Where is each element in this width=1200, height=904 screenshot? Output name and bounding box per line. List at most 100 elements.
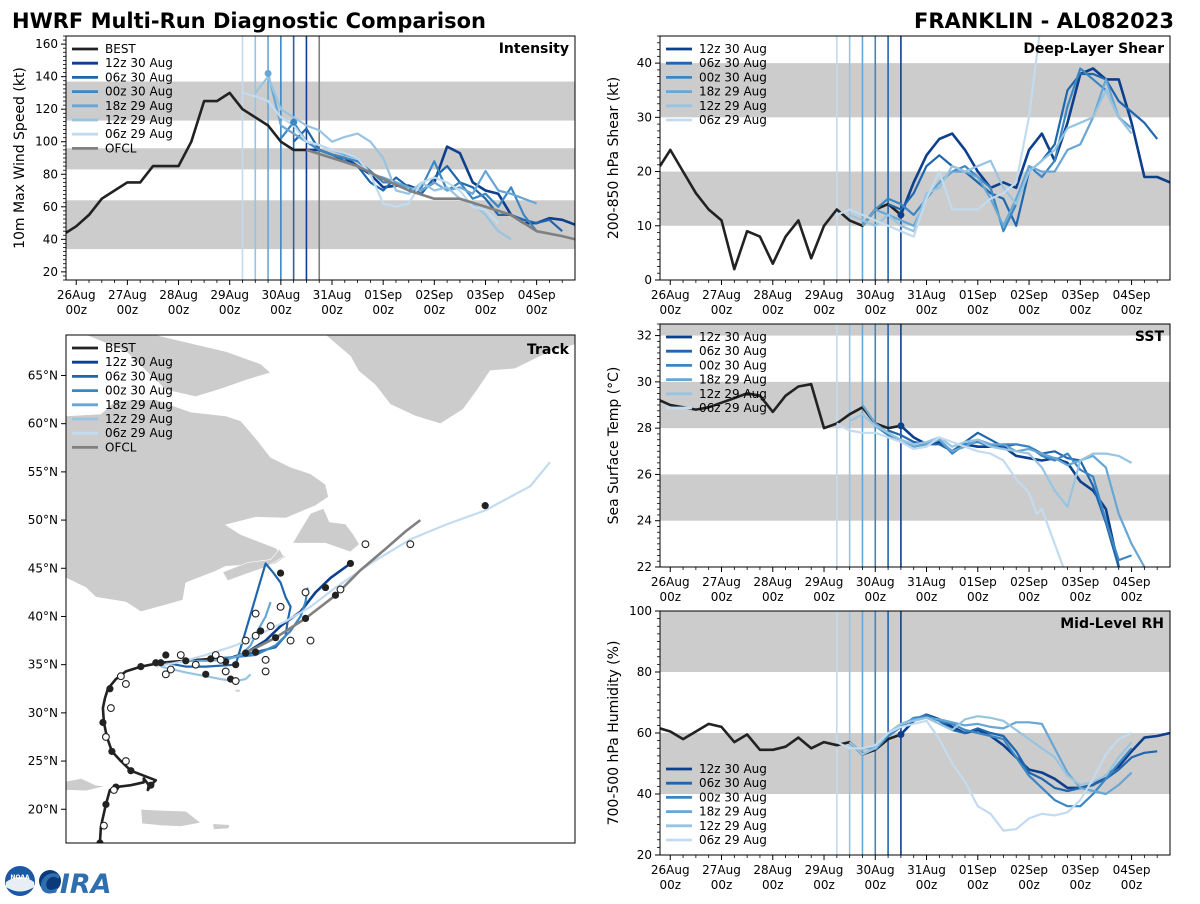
track-marker-open	[121, 757, 130, 766]
lat-tick-label: 35°N	[28, 658, 58, 672]
storm-id: FRANKLIN - AL082023	[914, 9, 1174, 33]
series-06z-29-aug	[836, 719, 1133, 832]
lat-tick-label: 60°N	[28, 417, 58, 431]
y-tick-label: 30	[637, 375, 652, 389]
track-marker-open	[286, 636, 295, 645]
x-tick-label: 30Aug	[856, 575, 895, 589]
shade-band	[660, 611, 1170, 672]
x-tick-label: 00z	[475, 303, 497, 317]
x-tick-label: 00z	[1018, 590, 1040, 604]
lat-tick-label: 65°N	[28, 368, 58, 382]
legend-label-06z-30-aug: 06z 30 Aug	[105, 369, 173, 383]
x-tick-label: 31Aug	[907, 863, 946, 877]
legend-label-06z-30-aug: 06z 30 Aug	[105, 70, 173, 84]
panel-title: Track	[527, 342, 570, 358]
y-tick-label: 100	[629, 604, 652, 618]
x-tick-label: 28Aug	[753, 575, 792, 589]
x-tick-label: 00z	[1070, 590, 1092, 604]
y-tick-label: 60	[637, 726, 652, 740]
x-tick-label: 03Sep	[1061, 288, 1099, 302]
track-marker-open	[361, 540, 370, 549]
x-tick-label: 02Sep	[1010, 863, 1048, 877]
track-marker-open	[261, 667, 270, 676]
x-tick-label: 27Aug	[702, 863, 741, 877]
x-tick-label: 00z	[864, 590, 886, 604]
legend-label-12z-29-aug: 12z 29 Aug	[699, 387, 767, 401]
x-tick-label: 29Aug	[210, 288, 249, 302]
track-marker-open	[166, 665, 175, 674]
y-tick-label: 30	[637, 110, 652, 124]
track-marker-filled	[127, 767, 135, 775]
track-marker-open	[266, 622, 275, 631]
intensity-panel: 2040608010012014016026Aug00z27Aug00z28Au…	[12, 35, 576, 317]
noaa-wave-icon	[6, 877, 34, 892]
x-tick-label: 00z	[659, 878, 681, 892]
y-tick-label: 10	[637, 219, 652, 233]
x-tick-label: 26Aug	[651, 863, 690, 877]
x-tick-label: 00z	[321, 303, 343, 317]
legend-label-12z-30-aug: 12z 30 Aug	[699, 42, 767, 56]
y-tick-label: 20	[637, 848, 652, 862]
x-tick-label: 02Sep	[1010, 575, 1048, 589]
y-tick-label: 24	[637, 514, 652, 528]
shade-band	[66, 81, 575, 121]
legend-label-18z-29-aug: 18z 29 Aug	[699, 85, 767, 99]
shade-band	[660, 474, 1170, 521]
legend-label-06z-30-aug: 06z 30 Aug	[699, 56, 767, 70]
track-marker-filled	[276, 569, 285, 577]
cira-logo-text: CIRA	[40, 869, 112, 900]
series-12z-29-aug	[849, 89, 1133, 233]
hispaniola-land	[140, 808, 202, 827]
track-marker-open	[161, 670, 170, 679]
x-tick-label: 00z	[711, 590, 733, 604]
x-tick-label: 00z	[762, 590, 784, 604]
x-tick-label: 00z	[372, 303, 394, 317]
legend-label-best: BEST	[105, 42, 136, 56]
x-tick-label: 28Aug	[159, 288, 198, 302]
y-tick-label: 80	[43, 167, 58, 181]
track-marker-open	[251, 609, 260, 618]
map-frame	[65, 334, 576, 844]
lat-tick-label: 40°N	[28, 609, 58, 623]
track-ofcl	[245, 519, 422, 655]
track-marker-filled	[137, 662, 145, 671]
y-tick-label: 100	[35, 135, 58, 149]
x-tick-label: 00z	[864, 878, 886, 892]
bermuda-land	[235, 689, 240, 692]
x-tick-label: 30Aug	[856, 863, 895, 877]
cira-globe-icon	[39, 870, 61, 892]
y-axis-label: 200-850 hPa Shear (kt)	[606, 77, 622, 239]
track-marker-open	[221, 667, 230, 676]
x-tick-label: 00z	[424, 303, 446, 317]
track-marker-filled	[346, 559, 355, 568]
y-axis-label: 700-500 hPa Humidity (%)	[606, 641, 622, 826]
analysis-marker	[264, 69, 272, 77]
track-marker-filled	[147, 781, 155, 789]
series-best	[660, 382, 902, 430]
series-best	[66, 91, 307, 234]
x-tick-label: 01Sep	[364, 288, 402, 302]
x-tick-label: 00z	[864, 303, 886, 317]
x-tick-label: 00z	[813, 878, 835, 892]
x-tick-label: 04Sep	[1113, 863, 1151, 877]
legend-label-06z-29-aug: 06z 29 Aug	[699, 833, 767, 847]
legend-label-06z-29-aug: 06z 29 Aug	[699, 113, 767, 127]
plot-area	[660, 611, 1170, 855]
track-marker-open	[336, 585, 345, 594]
panel-title: Mid-Level RH	[1060, 616, 1164, 632]
x-tick-label: 02Sep	[415, 288, 453, 302]
x-tick-label: 30Aug	[856, 288, 895, 302]
x-tick-label: 04Sep	[518, 288, 556, 302]
track-marker-filled	[99, 718, 107, 727]
x-tick-label: 00z	[967, 303, 989, 317]
x-tick-label: 26Aug	[651, 575, 690, 589]
x-tick-label: 00z	[526, 303, 548, 317]
cuba-land	[66, 778, 106, 792]
track-marker-open	[276, 602, 285, 611]
panel-title: Deep-Layer Shear	[1023, 41, 1164, 57]
x-tick-label: 27Aug	[702, 575, 741, 589]
series-18z-29-aug	[861, 404, 1146, 567]
lat-tick-label: 20°N	[28, 802, 58, 816]
series-06z-30-aug	[887, 72, 1159, 227]
x-tick-label: 00z	[1121, 590, 1143, 604]
